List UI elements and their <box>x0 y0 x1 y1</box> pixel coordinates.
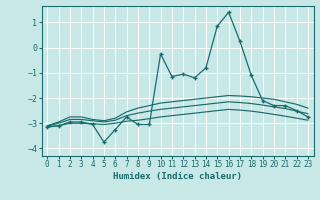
X-axis label: Humidex (Indice chaleur): Humidex (Indice chaleur) <box>113 172 242 181</box>
